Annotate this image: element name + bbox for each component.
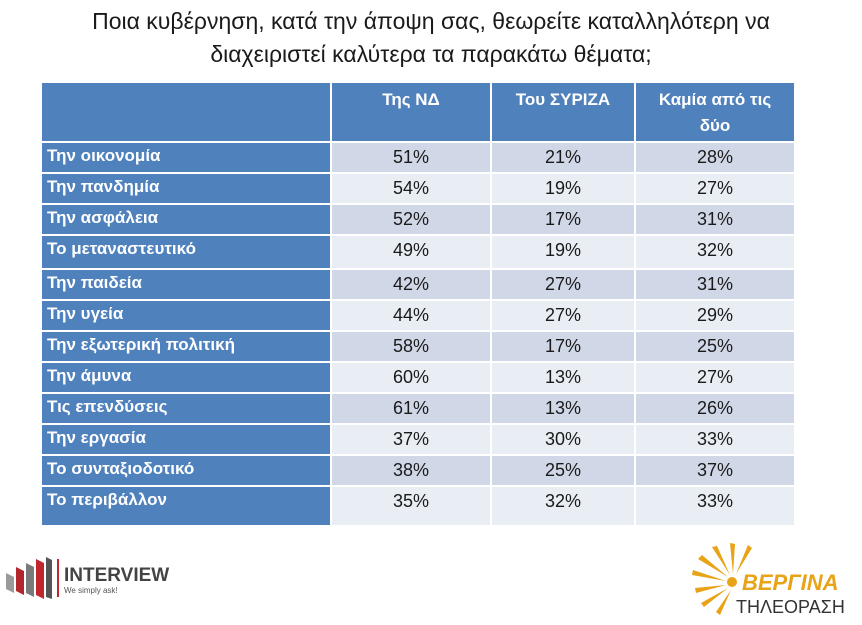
value-neither: 29% [634, 299, 794, 330]
value-nd: 49% [330, 234, 490, 268]
table-row: Την οικονομία 51% 21% 28% [42, 141, 794, 172]
table-row: Την εξωτερική πολιτική 58% 17% 25% [42, 330, 794, 361]
value-syriza: 13% [490, 361, 634, 392]
value-nd: 35% [330, 485, 490, 525]
table-row: Την ασφάλεια 52% 17% 31% [42, 203, 794, 234]
vergina-name: ΒΕΡΓΙΝΑ [742, 570, 839, 595]
value-nd: 58% [330, 330, 490, 361]
table-row: Την υγεία 44% 27% 29% [42, 299, 794, 330]
value-nd: 54% [330, 172, 490, 203]
value-nd: 51% [330, 141, 490, 172]
value-neither: 26% [634, 392, 794, 423]
value-nd: 44% [330, 299, 490, 330]
value-neither: 31% [634, 268, 794, 299]
value-nd: 61% [330, 392, 490, 423]
row-label: Την εργασία [42, 423, 330, 454]
vergina-sub: ΤΗΛΕΟΡΑΣΗ [736, 597, 845, 617]
table-row: Την παιδεία 42% 27% 31% [42, 268, 794, 299]
value-syriza: 17% [490, 203, 634, 234]
row-label: Την υγεία [42, 299, 330, 330]
interview-name: INTERVIEW [64, 565, 169, 586]
value-nd: 60% [330, 361, 490, 392]
table-row: Το μεταναστευτικό 49% 19% 32% [42, 234, 794, 268]
value-neither: 33% [634, 485, 794, 525]
header-blank [42, 83, 330, 141]
chart-title: Ποια κυβέρνηση, κατά την άποψη σας, θεωρ… [0, 0, 862, 71]
value-neither: 31% [634, 203, 794, 234]
value-syriza: 17% [490, 330, 634, 361]
value-syriza: 27% [490, 268, 634, 299]
interview-logo: INTERVIEW We simply ask! [6, 557, 169, 599]
value-nd: 38% [330, 454, 490, 485]
row-label: Το περιβάλλον [42, 485, 330, 525]
value-neither: 33% [634, 423, 794, 454]
value-neither: 32% [634, 234, 794, 268]
table-row: Το συνταξιοδοτικό 38% 25% 37% [42, 454, 794, 485]
header-neither: Καμία από τις δύο [634, 83, 794, 141]
interview-tagline: We simply ask! [64, 586, 118, 595]
table-row: Την άμυνα 60% 13% 27% [42, 361, 794, 392]
row-label: Την ασφάλεια [42, 203, 330, 234]
row-label: Το συνταξιοδοτικό [42, 454, 330, 485]
value-nd: 52% [330, 203, 490, 234]
table-row: Το περιβάλλον 35% 32% 33% [42, 485, 794, 525]
header-nd: Της ΝΔ [330, 83, 490, 141]
row-label: Την παιδεία [42, 268, 330, 299]
row-label: Τις επενδύσεις [42, 392, 330, 423]
value-syriza: 21% [490, 141, 634, 172]
bars-icon [6, 557, 52, 599]
value-nd: 37% [330, 423, 490, 454]
value-syriza: 32% [490, 485, 634, 525]
value-syriza: 13% [490, 392, 634, 423]
header-syriza: Του ΣΥΡΙΖΑ [490, 83, 634, 141]
value-syriza: 30% [490, 423, 634, 454]
value-syriza: 19% [490, 234, 634, 268]
table-row: Την πανδημία 54% 19% 27% [42, 172, 794, 203]
row-label: Την εξωτερική πολιτική [42, 330, 330, 361]
vergina-logo: ΒΕΡΓΙΝΑ ΤΗΛΕΟΡΑΣΗ [692, 543, 845, 617]
value-neither: 28% [634, 141, 794, 172]
title-line-2: διαχειριστεί καλύτερα τα παρακάτω θέματα… [210, 41, 652, 67]
value-neither: 37% [634, 454, 794, 485]
title-line-1: Ποια κυβέρνηση, κατά την άποψη σας, θεωρ… [92, 8, 770, 34]
table-row: Τις επενδύσεις 61% 13% 26% [42, 392, 794, 423]
poll-table: Της ΝΔ Του ΣΥΡΙΖΑ Καμία από τις δύο Την … [42, 83, 794, 525]
sun-rays-icon [692, 543, 752, 615]
row-label: Την πανδημία [42, 172, 330, 203]
value-neither: 27% [634, 172, 794, 203]
value-syriza: 19% [490, 172, 634, 203]
table-row: Την εργασία 37% 30% 33% [42, 423, 794, 454]
value-syriza: 25% [490, 454, 634, 485]
table-body: Την οικονομία 51% 21% 28% Την πανδημία 54% 19%… [42, 141, 794, 525]
value-neither: 27% [634, 361, 794, 392]
row-label: Την άμυνα [42, 361, 330, 392]
value-nd: 42% [330, 268, 490, 299]
value-syriza: 27% [490, 299, 634, 330]
row-label: Την οικονομία [42, 141, 330, 172]
row-label: Το μεταναστευτικό [42, 234, 330, 268]
value-neither: 25% [634, 330, 794, 361]
